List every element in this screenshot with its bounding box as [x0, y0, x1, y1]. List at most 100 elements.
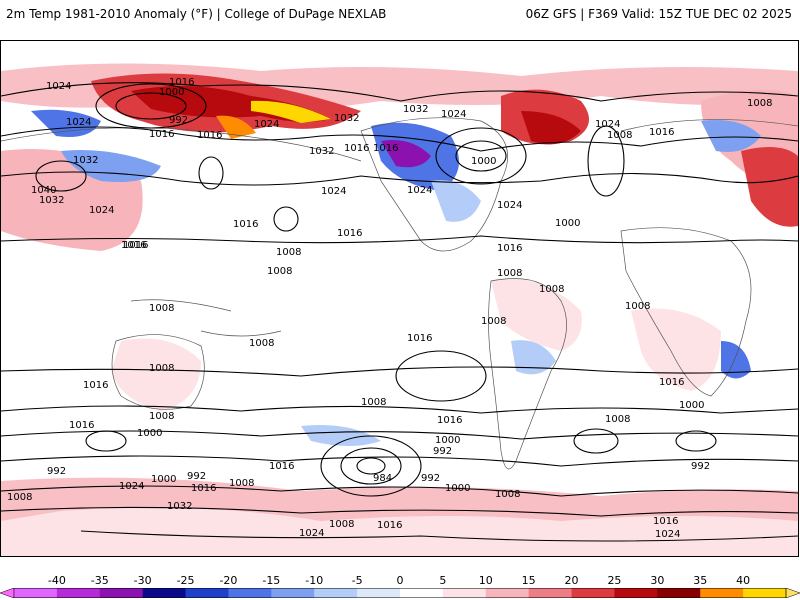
- isobar-label: 1032: [167, 501, 192, 512]
- isobar-label: 1016: [344, 143, 369, 154]
- colorbar-swatch: [400, 588, 444, 598]
- colorbar-tick-label: -20: [219, 574, 238, 587]
- colorbar-tick-label: -10: [305, 574, 324, 587]
- colorbar-tick-label: 35: [693, 574, 708, 587]
- isobar-label: 1008: [149, 303, 174, 314]
- isobar-label: 992: [169, 115, 188, 126]
- warm-anomaly-orange: [216, 115, 256, 139]
- isobar-label: 1016: [407, 333, 432, 344]
- isobar-label: 1000: [159, 87, 184, 98]
- isobar-label: 1016: [69, 420, 94, 431]
- isobar-label: 1000: [435, 435, 460, 446]
- isobar-label: 1000: [137, 428, 162, 439]
- isobar-label: 992: [691, 461, 710, 472]
- isobar-label: 1016: [497, 243, 522, 254]
- colorbar-swatch: [14, 588, 58, 598]
- colorbar-swatch: [657, 588, 701, 598]
- isobar-label: 1032: [334, 113, 359, 124]
- colorbar-tick-label: 10: [478, 574, 493, 587]
- isobar-label: 1016: [83, 380, 108, 391]
- cold-anomaly-europe: [701, 120, 761, 152]
- colorbar-swatch: [700, 588, 744, 598]
- isobar-label: 1008: [361, 397, 386, 408]
- warm-anomaly-s-america: [491, 279, 582, 351]
- isobar-label: 1008: [267, 266, 292, 277]
- isobar-label: 1008: [497, 268, 522, 279]
- colorbar-border: [13, 588, 787, 598]
- cold-anomaly-s-america: [511, 340, 556, 375]
- colorbar-swatch: [442, 588, 487, 598]
- isobar-label: 1008: [249, 338, 274, 349]
- isobar-label: 1008: [7, 492, 32, 503]
- isobar-label: 1008: [149, 411, 174, 422]
- isobar-label: 1016: [233, 219, 258, 230]
- isobar-label: 1008: [607, 130, 632, 141]
- colorbar-swatch: [142, 588, 187, 598]
- isobar-label: 1024: [89, 205, 114, 216]
- colorbar-swatch: [99, 588, 144, 598]
- isobar-label: 1032: [403, 104, 428, 115]
- warm-anomaly-antarctic: [1, 507, 798, 556]
- isobar-label: 1024: [66, 117, 91, 128]
- colorbar-tick-label: -5: [351, 574, 363, 587]
- isobar-label: 1016: [169, 77, 194, 88]
- africa-outline: [620, 227, 752, 397]
- isobar-label: 1008: [149, 363, 174, 374]
- isobar-labels: 1024 1016 1000 992 1024 1016 1024 1032 1…: [7, 77, 772, 540]
- isobar-label: 1016: [653, 516, 678, 527]
- colorbar-swatch: [571, 588, 615, 598]
- isobar-label: 1000: [471, 156, 496, 167]
- warm-anomaly-s-africa: [631, 308, 721, 391]
- colorbar: -40 -35 -30 -25 -20 -15 -10 -5 0 5 10 15 20 25 30 35 40: [0, 570, 800, 600]
- colorbar-tick-label: 25: [607, 574, 622, 587]
- isobar-label: 1016: [373, 143, 398, 154]
- colorbar-swatch: [528, 588, 573, 598]
- isobar-label: 1008: [539, 284, 564, 295]
- cold-anomaly-siberia-west: [31, 109, 101, 137]
- coastlines: [1, 117, 798, 470]
- colorbar-tick-label: 5: [439, 574, 447, 587]
- isobar-label: 1008: [481, 316, 506, 327]
- colorbar-scale: [0, 588, 800, 598]
- colorbar-swatch: [185, 588, 229, 598]
- isobar-label: 984: [373, 473, 392, 484]
- isobar-label: 1016: [377, 520, 402, 531]
- isobar-label: 1000: [679, 400, 704, 411]
- isobar-label: 1024: [407, 185, 432, 196]
- colorbar-swatch: [271, 588, 315, 598]
- south-america-outline: [488, 278, 567, 470]
- isobar-label: 1024: [299, 528, 324, 539]
- isobars: [1, 82, 798, 542]
- indonesia-outline: [130, 299, 282, 337]
- isobar-label: 1016: [659, 377, 684, 388]
- isobar-label: 1000: [151, 474, 176, 485]
- run-info: 06Z GFS | F369 Valid: 15Z TUE DEC 02 202…: [525, 7, 792, 21]
- isobar-label: 1016: [197, 130, 222, 141]
- isobar-label: 1016: [269, 461, 294, 472]
- product-title: 2m Temp 1981-2010 Anomaly (°F) | College…: [6, 7, 387, 21]
- europe-asia-outline: [1, 119, 798, 162]
- colorbar-swatch: [228, 588, 272, 598]
- isobar-label: 1024: [655, 529, 680, 540]
- isobar-label: 1008: [495, 489, 520, 500]
- isobar-label: 1008: [229, 478, 254, 489]
- header: 2m Temp 1981-2010 Anomaly (°F) | College…: [0, 0, 800, 30]
- isobar-label: 1024: [321, 186, 346, 197]
- isobar-label: 1016: [437, 415, 462, 426]
- isobar-label: 1032: [39, 195, 64, 206]
- isobar-label: 992: [187, 471, 206, 482]
- colorbar-swatch: [614, 588, 658, 598]
- colorbar-tick-label: -40: [47, 574, 66, 587]
- isobar-label: 1032: [309, 146, 334, 157]
- colorbar-tick-label: 30: [650, 574, 665, 587]
- colorbar-tick-label: -30: [133, 574, 152, 587]
- isobar-label: 992: [421, 473, 440, 484]
- cold-anomaly-south-pacific: [301, 425, 381, 446]
- colorbar-left-arrow: [0, 588, 15, 598]
- cold-anomaly-s-africa: [721, 341, 751, 379]
- warm-anomaly-n-africa: [741, 147, 798, 227]
- colorbar-swatch: [485, 588, 530, 598]
- colorbar-swatch: [56, 588, 101, 598]
- colorbar-right-arrow: [785, 588, 800, 598]
- isobar-label: 1008: [747, 98, 772, 109]
